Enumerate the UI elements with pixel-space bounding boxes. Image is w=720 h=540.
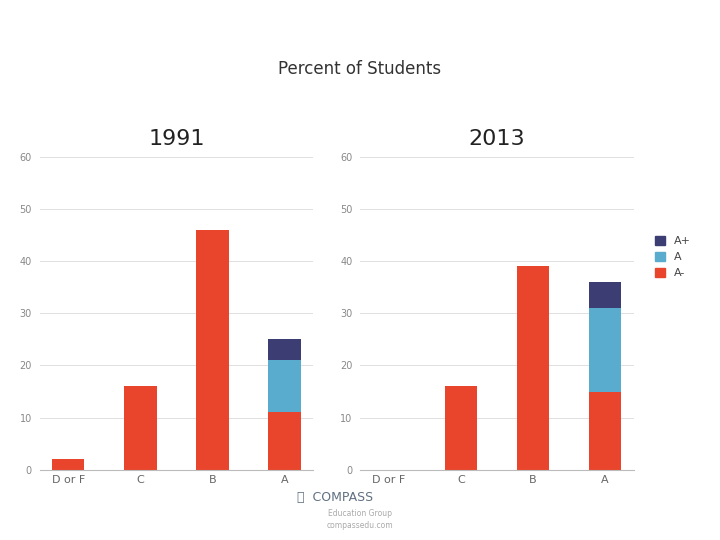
Bar [589, 392, 621, 470]
Bar [589, 282, 621, 308]
Title: 2013: 2013 [469, 130, 525, 150]
Bar [517, 266, 549, 470]
Bar [52, 460, 84, 470]
Bar [124, 386, 156, 470]
Title: 1991: 1991 [148, 130, 204, 150]
Text: 📖  COMPASS: 📖 COMPASS [297, 491, 373, 504]
Bar [269, 339, 301, 360]
Bar [589, 308, 621, 392]
Text: Percent of Students: Percent of Students [279, 59, 441, 78]
Text: Education Group
compassedu.com: Education Group compassedu.com [327, 509, 393, 530]
Bar [269, 360, 301, 413]
Bar [269, 413, 301, 470]
Text: Higher GPA = Less Differentiation: Higher GPA = Less Differentiation [18, 10, 346, 29]
Bar [444, 386, 477, 470]
Legend: A+, A, A-: A+, A, A- [650, 231, 695, 282]
Bar [197, 230, 229, 470]
